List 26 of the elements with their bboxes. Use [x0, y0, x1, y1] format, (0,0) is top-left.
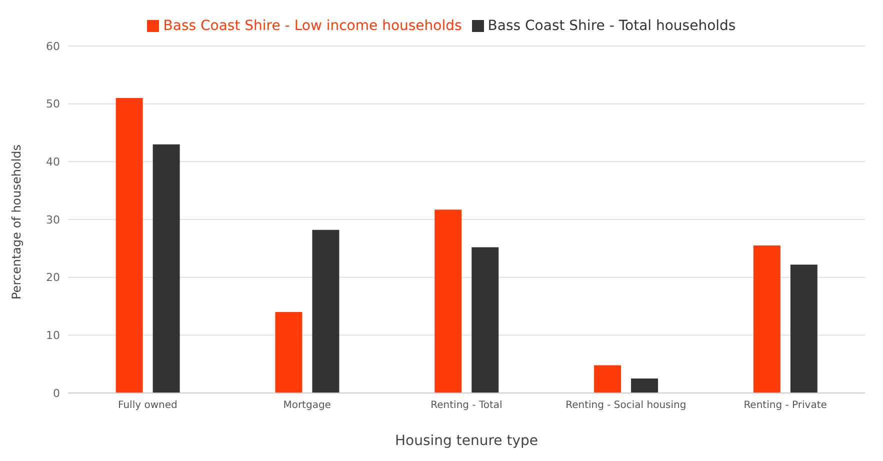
- x-axis-title: Housing tenure type: [395, 432, 538, 449]
- x-tick-label: Renting - Total: [430, 400, 502, 412]
- y-tick-label: 20: [46, 271, 60, 284]
- bar: [434, 210, 462, 393]
- y-tick-label: 0: [53, 386, 60, 400]
- y-tick-label: 40: [46, 156, 60, 169]
- legend-label: Bass Coast Shire - Total households: [488, 18, 736, 34]
- x-tick-label: Renting - Social housing: [566, 400, 686, 412]
- bar: [631, 378, 658, 393]
- x-tick-label: Renting - Private: [744, 400, 827, 412]
- y-axis-title: Percentage of households: [9, 144, 24, 300]
- bar: [594, 365, 622, 393]
- y-tick-label: 50: [46, 98, 60, 111]
- bar: [116, 98, 143, 393]
- bar: [790, 264, 818, 393]
- bar: [753, 246, 780, 393]
- y-tick-label: 10: [46, 329, 60, 342]
- bar: [152, 144, 180, 393]
- bar: [312, 230, 340, 393]
- bar: [472, 247, 499, 393]
- bar: [275, 312, 302, 393]
- y-tick-label: 30: [46, 213, 60, 226]
- x-tick-label: Fully owned: [118, 400, 178, 412]
- x-tick-label: Mortgage: [283, 400, 331, 412]
- y-tick-label: 60: [46, 40, 60, 53]
- legend-label: Bass Coast Shire - Low income households: [163, 18, 462, 34]
